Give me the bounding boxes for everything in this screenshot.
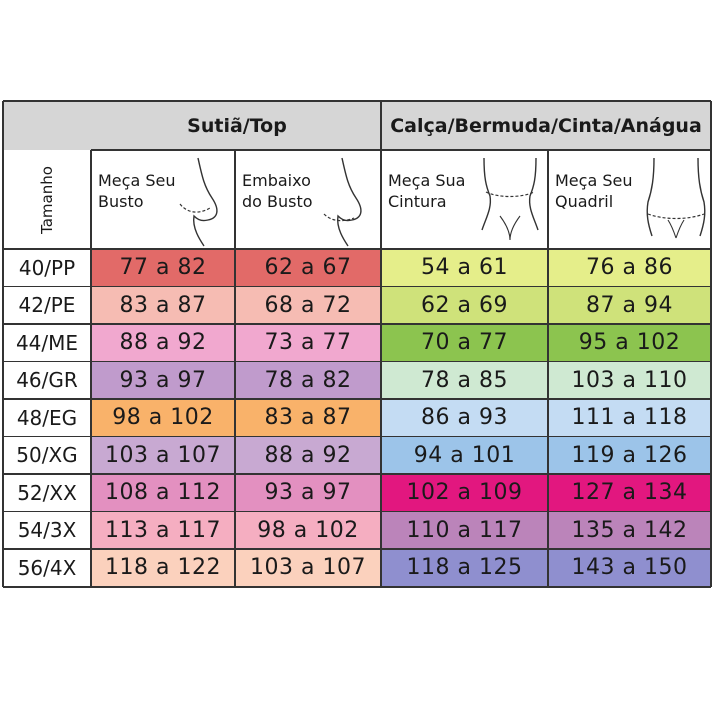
waist-cell: 54 a 61: [381, 249, 548, 287]
hip-cell: 76 a 86: [548, 249, 711, 287]
waist-column-header-line-1: Meça Sua: [388, 171, 466, 190]
bust-silhouette-icon: [179, 157, 218, 247]
border-left: [2, 101, 4, 587]
hip-column-header-line-1: Meça Seu: [555, 171, 633, 190]
bust-column-header: Meça Seu Busto: [94, 170, 186, 212]
border-group-bottom: [91, 149, 711, 151]
group-title-spacer: [3, 101, 91, 150]
bust-cell: 93 a 97: [91, 361, 235, 399]
row-divider: [3, 398, 711, 400]
waist-cell: 70 a 77: [381, 324, 548, 362]
row-divider: [3, 473, 711, 475]
row-divider: [3, 510, 711, 513]
size-column-header: Tamanho: [38, 165, 56, 234]
underbust-cell: 83 a 87: [235, 399, 381, 437]
col-divider-bust: [234, 150, 236, 587]
underbust-cell: 103 a 107: [235, 549, 381, 587]
underbust-cell: 88 a 92: [235, 436, 381, 474]
hip-cell: 135 a 142: [548, 511, 711, 549]
row-divider: [3, 435, 711, 438]
col-divider-group: [380, 101, 382, 587]
underbust-cell: 62 a 67: [235, 249, 381, 287]
row-divider: [3, 360, 711, 363]
hip-cell: 95 a 102: [548, 324, 711, 362]
size-cell: 48/EG: [3, 399, 91, 437]
waist-cell: 86 a 93: [381, 399, 548, 437]
underbust-column-header-line-2: do Busto: [242, 192, 313, 211]
hip-cell: 87 a 94: [548, 286, 711, 324]
hip-cell: 143 a 150: [548, 549, 711, 587]
size-cell: 46/GR: [3, 361, 91, 399]
row-divider: [3, 323, 711, 325]
waist-cell: 110 a 117: [381, 511, 548, 549]
waist-cell: 62 a 69: [381, 286, 548, 324]
border-bottom: [3, 585, 711, 588]
waist-column-header: Meça Sua Cintura: [384, 170, 476, 212]
underbust-cell: 73 a 77: [235, 324, 381, 362]
hip-cell: 103 a 110: [548, 361, 711, 399]
border-right: [710, 101, 712, 587]
waist-column-header-line-2: Cintura: [388, 192, 447, 211]
bust-cell: 98 a 102: [91, 399, 235, 437]
group-title-bottom: Calça/Bermuda/Cinta/Anágua: [381, 101, 711, 150]
col-divider-size: [90, 150, 92, 587]
bust-cell: 113 a 117: [91, 511, 235, 549]
underbust-silhouette-icon: [323, 157, 362, 247]
hip-cell: 127 a 134: [548, 474, 711, 512]
hip-column-header-line-2: Quadril: [555, 192, 614, 211]
hip-silhouette-icon: [646, 157, 706, 239]
hip-column-header: Meça Seu Quadril: [551, 170, 643, 212]
row-divider: [3, 285, 711, 288]
hip-cell: 119 a 126: [548, 436, 711, 474]
underbust-column-header: Embaixo do Busto: [238, 170, 330, 212]
underbust-cell: 93 a 97: [235, 474, 381, 512]
waist-cell: 118 a 125: [381, 549, 548, 587]
hip-cell: 111 a 118: [548, 399, 711, 437]
size-cell: 44/ME: [3, 324, 91, 362]
size-cell: 42/PE: [3, 286, 91, 324]
bust-cell: 108 a 112: [91, 474, 235, 512]
border-top: [3, 100, 711, 102]
bust-cell: 83 a 87: [91, 286, 235, 324]
size-cell: 52/XX: [3, 474, 91, 512]
col-divider-waist: [547, 150, 549, 587]
bust-cell: 88 a 92: [91, 324, 235, 362]
size-cell: 50/XG: [3, 436, 91, 474]
row-divider: [3, 548, 711, 550]
border-header-bottom: [3, 248, 711, 250]
underbust-cell: 78 a 82: [235, 361, 381, 399]
underbust-column-header-line-1: Embaixo: [242, 171, 311, 190]
size-cell: 40/PP: [3, 249, 91, 287]
waist-cell: 94 a 101: [381, 436, 548, 474]
underbust-cell: 68 a 72: [235, 286, 381, 324]
waist-cell: 102 a 109: [381, 474, 548, 512]
bust-column-header-line-1: Meça Seu: [98, 171, 176, 190]
bust-cell: 103 a 107: [91, 436, 235, 474]
waist-cell: 78 a 85: [381, 361, 548, 399]
waist-silhouette-icon: [481, 157, 539, 241]
bust-cell: 77 a 82: [91, 249, 235, 287]
size-cell: 56/4X: [3, 549, 91, 587]
bust-cell: 118 a 122: [91, 549, 235, 587]
size-cell: 54/3X: [3, 511, 91, 549]
underbust-cell: 98 a 102: [235, 511, 381, 549]
bust-column-header-line-2: Busto: [98, 192, 144, 211]
